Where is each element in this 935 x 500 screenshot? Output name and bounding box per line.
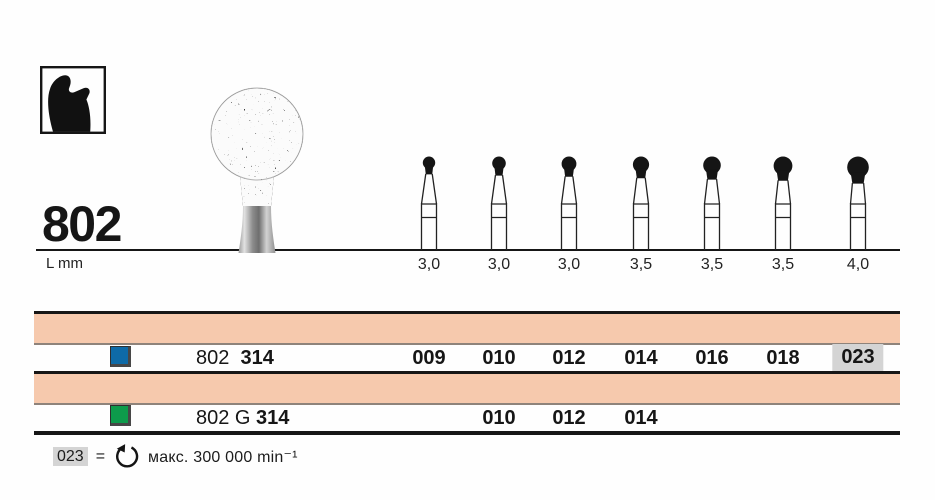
- bur-length-label: 3,0: [557, 256, 581, 273]
- table-separator-1: [34, 343, 900, 345]
- row2-series-code: 802 G: [196, 407, 251, 429]
- max-rotation-speed-icon: [116, 444, 139, 468]
- bur-figure: [407, 154, 451, 250]
- row1-series-code: 802: [196, 347, 230, 369]
- bur-length-label: 3,0: [487, 256, 511, 273]
- legend-equals: =: [95, 447, 106, 465]
- row1-shank-code: 314: [240, 347, 274, 369]
- size-cell: 010: [482, 347, 516, 369]
- figure-number: 802: [42, 196, 122, 252]
- bur-figure-drawing: [847, 156, 869, 250]
- length-axis-label: L mm: [46, 255, 83, 272]
- bur-length-label: 3,5: [771, 256, 795, 273]
- bur-figure-drawing: [490, 156, 508, 250]
- bur-figure-drawing: [420, 156, 438, 250]
- row1-code: 802 314: [196, 345, 274, 371]
- table-separator-2: [34, 403, 900, 405]
- size-cell: 012: [552, 347, 586, 369]
- legend: 023 = макс. 300 000 min⁻¹: [53, 443, 298, 470]
- size-cell: 012: [552, 407, 586, 429]
- table-band-2: [34, 374, 900, 403]
- header-rule: [36, 249, 900, 251]
- bur-figure: [477, 154, 521, 250]
- bur-figure-drawing: [703, 156, 721, 250]
- bur-length-label: 4,0: [846, 256, 870, 273]
- row2-color-square: [110, 405, 131, 426]
- size-cell: 016: [695, 347, 729, 369]
- bur-length-label: 3,5: [629, 256, 653, 273]
- table-rule-mid: [34, 371, 900, 374]
- size-cell: 014: [624, 407, 658, 429]
- tooth-occlusal-pictogram-icon: [40, 66, 106, 134]
- size-cell: 018: [766, 347, 800, 369]
- table-band-1: [34, 314, 900, 343]
- row1-color-square: [110, 346, 131, 367]
- bur-figure: [761, 154, 805, 250]
- bur-product-photo: [210, 87, 304, 253]
- row2-code: 802 G 314: [196, 405, 289, 431]
- bur-figure-drawing: [560, 156, 578, 250]
- table-rule-bottom: [34, 431, 900, 435]
- size-cell: 014: [624, 347, 658, 369]
- bur-figure: [836, 154, 880, 250]
- bur-figure: [619, 154, 663, 250]
- bur-length-label: 3,0: [417, 256, 441, 273]
- size-cell: 009: [412, 347, 446, 369]
- legend-text: макс. 300 000 min⁻¹: [148, 448, 298, 466]
- table-rule-top: [34, 311, 900, 314]
- bur-figure: [547, 154, 591, 250]
- size-cell: 010: [482, 407, 516, 429]
- bur-figure: [690, 154, 734, 250]
- bur-figure-drawing: [632, 156, 650, 250]
- bur-figure-drawing: [773, 156, 793, 250]
- legend-size-chip: 023: [53, 447, 88, 466]
- row2-shank-code: 314: [256, 407, 290, 429]
- size-cell: 023: [832, 344, 884, 371]
- bur-length-label: 3,5: [700, 256, 724, 273]
